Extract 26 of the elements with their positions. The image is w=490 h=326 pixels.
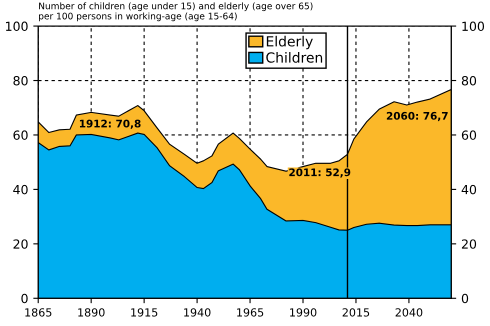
annotation: 2060: 76,7 bbox=[386, 112, 448, 122]
x-tick-label: 1915 bbox=[131, 308, 158, 317]
x-tick-label: 1965 bbox=[237, 308, 264, 317]
y-tick-label: 80 bbox=[13, 76, 28, 86]
y2-tick-label: 80 bbox=[462, 76, 476, 86]
x-tick-label: 1865 bbox=[25, 308, 52, 317]
x-tick-label: 1990 bbox=[290, 308, 316, 317]
y2-tick-label: 60 bbox=[462, 130, 476, 140]
y2-tick-label: 0 bbox=[462, 294, 468, 304]
y2-tick-label: 100 bbox=[462, 22, 484, 32]
x-tick-label: 1890 bbox=[78, 308, 105, 317]
y-tick-label: 40 bbox=[13, 184, 28, 194]
chart-title: Number of children (age under 15) and elderly (age over 65) per 100 persons in working-age (age 15-64) bbox=[39, 2, 312, 22]
y-tick-label: 20 bbox=[14, 239, 28, 249]
x-tick-label: 2015 bbox=[342, 308, 370, 317]
annotation: 2011: 52,9 bbox=[289, 168, 350, 178]
y2-tick-label: 40 bbox=[462, 184, 476, 194]
x-tick-label: 2040 bbox=[396, 308, 422, 317]
y-tick-label: 100 bbox=[6, 22, 28, 32]
annotation: 1912: 70,8 bbox=[80, 120, 141, 129]
y-tick-label: 60 bbox=[13, 130, 28, 140]
y-tick-label: 0 bbox=[21, 294, 28, 304]
legend-label: Elderly bbox=[266, 36, 313, 50]
y2-tick-label: 20 bbox=[462, 239, 476, 249]
legend-label: Children bbox=[266, 52, 322, 63]
x-tick-label: 1940 bbox=[184, 308, 210, 317]
